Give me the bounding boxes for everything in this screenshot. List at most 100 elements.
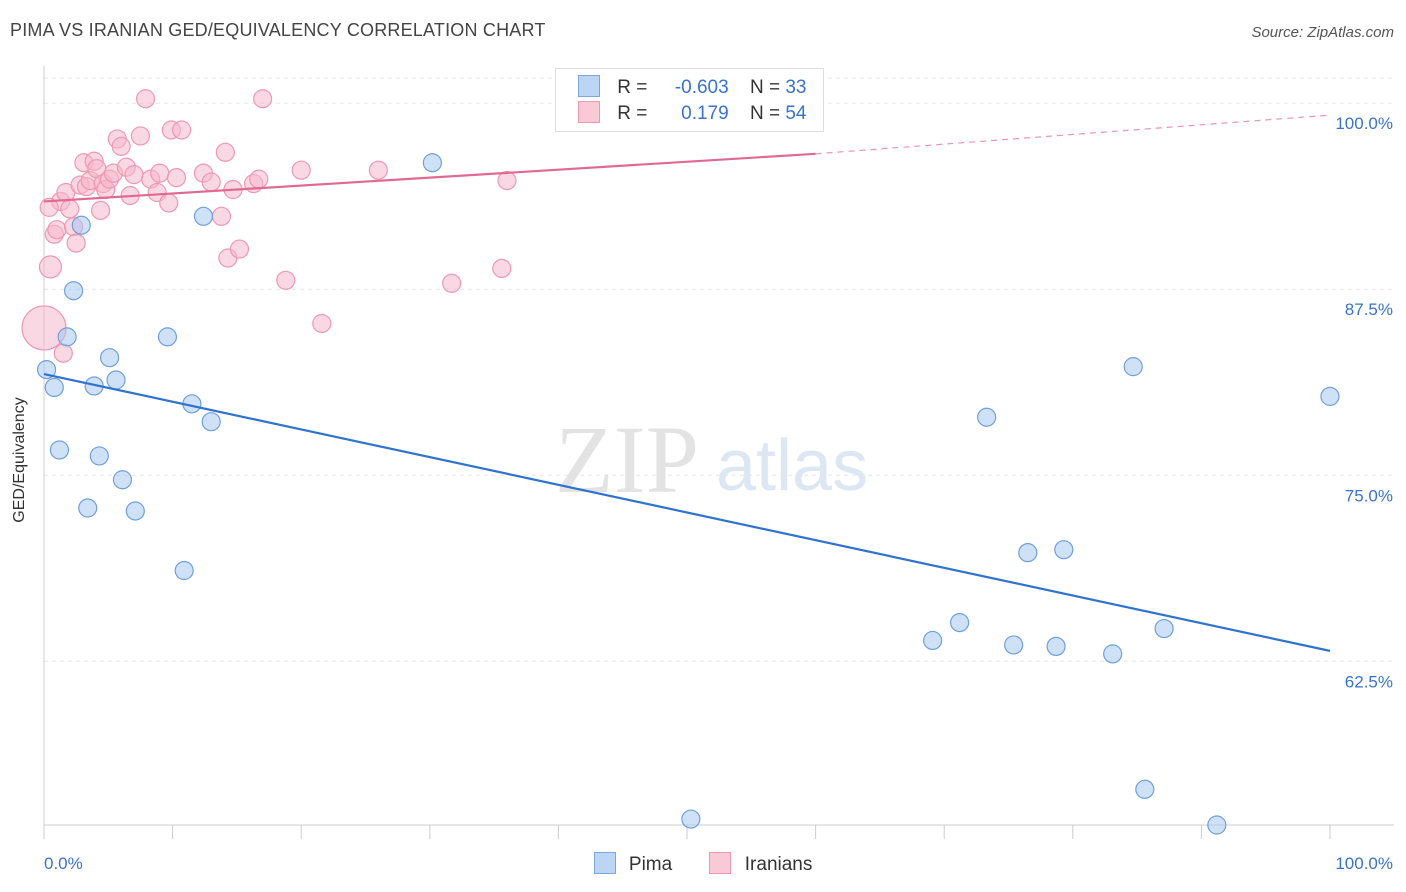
data-point-pima xyxy=(44,377,64,398)
y-tick-label: 87.5% xyxy=(1345,300,1393,319)
data-point-pima xyxy=(78,498,98,518)
data-point-pima xyxy=(950,612,970,633)
data-point-iranians xyxy=(38,255,63,279)
data-point-pima xyxy=(422,153,442,173)
data-point-iranians xyxy=(60,199,80,219)
data-point-pima xyxy=(71,215,91,235)
legend-swatch-iranians xyxy=(578,101,600,123)
y-tick-label: 75.0% xyxy=(1345,486,1393,505)
data-point-pima xyxy=(125,501,145,521)
legend-r-label: R = xyxy=(617,77,648,98)
legend-r-label: R = xyxy=(617,103,648,124)
data-point-pima xyxy=(106,370,126,390)
data-point-iranians xyxy=(442,273,462,293)
legend-item-pima: Pima xyxy=(593,852,673,876)
data-point-pima xyxy=(57,327,77,347)
data-point-pima xyxy=(1103,644,1123,664)
series-pima-points xyxy=(36,153,1340,835)
data-point-iranians xyxy=(90,200,111,220)
data-point-pima xyxy=(157,327,178,347)
data-point-pima xyxy=(1207,815,1227,835)
y-tick-label: 100.0% xyxy=(1335,114,1393,133)
legend-label-iranians: Iranians xyxy=(744,854,813,875)
legend-r-value: -0.603 xyxy=(674,77,729,98)
y-axis-label: GED/Equivalency xyxy=(11,397,28,523)
data-point-iranians xyxy=(66,233,86,253)
trend-lines xyxy=(43,114,1331,652)
legend-n-label: N = xyxy=(749,77,781,98)
legend-swatch-pima xyxy=(578,75,600,97)
trend-line-pima xyxy=(43,372,1331,652)
series-legend: Pima Iranians xyxy=(0,852,1406,876)
data-point-pima xyxy=(174,560,194,581)
data-point-iranians xyxy=(130,126,151,146)
source-attribution: Source: ZipAtlas.com xyxy=(1251,24,1394,41)
data-point-pima xyxy=(1054,540,1074,560)
data-point-pima xyxy=(1320,386,1340,406)
data-point-pima xyxy=(112,470,133,490)
legend-swatch-iranians xyxy=(709,852,732,874)
watermark-atlas: atlas xyxy=(716,426,868,506)
data-point-pima xyxy=(99,348,120,368)
data-point-iranians xyxy=(215,142,235,162)
data-point-pima xyxy=(1018,543,1038,563)
data-point-iranians xyxy=(172,120,192,140)
data-point-iranians xyxy=(39,197,59,217)
data-point-iranians xyxy=(124,165,144,185)
legend-n-value: 33 xyxy=(785,77,807,98)
data-point-pima xyxy=(1004,635,1024,655)
data-point-pima xyxy=(1046,636,1066,657)
data-point-pima xyxy=(1123,357,1143,377)
data-point-pima xyxy=(977,407,997,427)
data-point-iranians xyxy=(368,160,388,180)
data-point-pima xyxy=(36,360,57,380)
data-point-pima xyxy=(193,206,214,226)
data-point-iranians xyxy=(47,220,67,240)
data-point-pima xyxy=(49,440,70,460)
legend-swatch-pima xyxy=(593,852,616,874)
tick-labels: 62.5% 75.0% 87.5% 100.0% 0.0% 100.0% xyxy=(44,114,1393,873)
data-point-iranians xyxy=(291,160,311,180)
data-point-iranians xyxy=(21,305,67,351)
legend-label-pima: Pima xyxy=(628,854,673,875)
legend-n-value: 54 xyxy=(785,103,807,124)
legend-n-label: N = xyxy=(749,103,781,124)
data-point-iranians xyxy=(150,163,170,183)
legend-r-value: 0.179 xyxy=(681,103,729,124)
data-point-iranians xyxy=(111,136,131,156)
y-tick-label: 62.5% xyxy=(1345,672,1393,691)
data-point-iranians xyxy=(201,172,221,192)
watermark: ZIP atlas xyxy=(555,406,868,513)
data-point-iranians xyxy=(135,89,156,109)
data-point-pima xyxy=(923,630,943,651)
x-tick-label-max: 100.0% xyxy=(1335,854,1393,873)
data-point-pima xyxy=(63,281,84,301)
data-point-iranians xyxy=(253,89,273,109)
data-point-iranians xyxy=(312,313,332,334)
data-point-iranians xyxy=(211,206,232,226)
legend-row-iranians: R = 0.179 N = 54 xyxy=(578,101,806,127)
data-point-iranians xyxy=(249,169,269,189)
data-point-iranians xyxy=(229,239,250,259)
data-point-iranians xyxy=(53,343,73,363)
data-point-pima xyxy=(681,809,701,829)
legend-item-iranians: Iranians xyxy=(709,852,812,876)
chart-title: PIMA VS IRANIAN GED/EQUIVALENCY CORRELAT… xyxy=(10,20,546,40)
data-point-pima xyxy=(1135,779,1155,799)
watermark-zip: ZIP xyxy=(555,406,699,513)
data-point-iranians xyxy=(159,193,179,213)
data-point-iranians xyxy=(166,168,187,188)
data-point-pima xyxy=(1154,618,1174,639)
data-point-pima xyxy=(201,412,221,432)
trend-line-iranians xyxy=(43,152,816,203)
gridlines xyxy=(44,77,1394,662)
data-point-iranians xyxy=(492,258,512,278)
data-point-pima xyxy=(89,446,109,466)
x-tick-label-min: 0.0% xyxy=(44,854,83,873)
trend-line-extension-iranians xyxy=(815,114,1331,155)
correlation-legend: R = -0.603 N = 33 R = 0.179 N = 54 xyxy=(555,68,824,132)
data-point-iranians xyxy=(276,270,296,290)
data-point-iranians xyxy=(497,170,517,191)
legend-row-pima: R = -0.603 N = 33 xyxy=(578,75,806,101)
